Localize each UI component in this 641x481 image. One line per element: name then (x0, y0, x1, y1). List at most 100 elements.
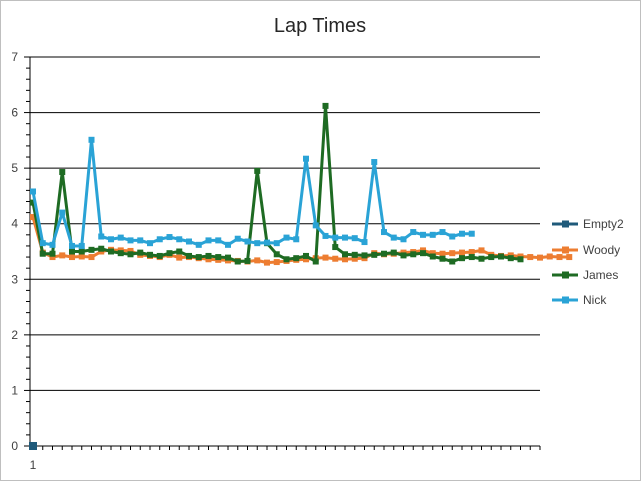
data-point-nick (303, 155, 309, 162)
data-point-nick (264, 239, 270, 246)
data-point-woody (30, 214, 36, 221)
data-point-woody (478, 247, 485, 254)
data-point-james (166, 250, 173, 257)
y-tick-label: 6 (11, 106, 18, 120)
chart-title: Lap Times (274, 15, 366, 37)
data-point-james (410, 251, 417, 258)
data-point-nick (98, 233, 105, 240)
data-point-woody (127, 247, 134, 254)
data-point-nick (371, 159, 378, 166)
data-point-james (400, 252, 407, 259)
data-point-james (186, 252, 192, 259)
data-point-james (293, 255, 300, 262)
legend-swatch-marker (562, 296, 569, 304)
data-point-james (429, 253, 436, 260)
data-point-james (244, 257, 251, 264)
data-point-james (108, 248, 114, 255)
data-point-woody (342, 256, 348, 263)
data-point-nick (312, 222, 319, 229)
legend-item-empty2: Empty2 (552, 217, 624, 231)
data-point-nick (351, 235, 358, 242)
data-point-james (69, 248, 75, 255)
data-point-nick (400, 236, 407, 243)
data-point-nick (410, 229, 417, 236)
data-point-james (459, 255, 465, 262)
data-point-nick (166, 234, 173, 241)
data-point-james (30, 199, 36, 206)
y-tick-label: 1 (11, 383, 18, 397)
data-point-nick (215, 237, 222, 244)
legend-item-james: James (552, 268, 618, 282)
legend-label: Nick (583, 293, 607, 307)
data-point-nick (205, 237, 212, 244)
data-point-james (283, 256, 290, 263)
data-point-james (371, 251, 378, 258)
data-point-nick (108, 236, 114, 243)
data-point-james (361, 252, 368, 259)
data-point-nick (117, 234, 124, 241)
data-point-nick (273, 240, 280, 247)
series-james (30, 102, 524, 265)
series-group (29, 102, 573, 450)
legend-label: Empty2 (583, 217, 624, 231)
data-point-woody (439, 250, 446, 257)
data-point-james (205, 252, 212, 259)
data-point-nick (361, 239, 368, 246)
data-point-nick (186, 238, 192, 245)
data-point-nick (459, 230, 465, 237)
data-point-woody (88, 254, 95, 261)
data-point-nick (59, 209, 66, 216)
data-point-nick (449, 233, 456, 240)
data-point-james (127, 251, 134, 258)
data-point-woody (273, 259, 280, 266)
data-point-james (351, 251, 358, 258)
data-point-james (517, 256, 524, 263)
data-point-james (49, 250, 56, 257)
data-point-woody (78, 253, 85, 260)
data-point-nick (88, 136, 95, 143)
data-point-nick (147, 240, 153, 247)
legend-item-nick: Nick (552, 293, 607, 307)
data-point-james (273, 251, 280, 258)
data-point-james (195, 254, 202, 261)
data-point-nick (69, 242, 75, 249)
data-point-james (420, 250, 426, 257)
data-point-nick (244, 238, 251, 245)
data-point-nick (176, 236, 183, 243)
data-point-james (342, 251, 348, 258)
data-point-woody (468, 249, 475, 256)
legend-swatch-marker (562, 220, 569, 228)
data-point-james (254, 167, 261, 174)
data-point-woody (429, 250, 436, 257)
data-point-james (88, 246, 95, 253)
x-tick-label: 1 (30, 458, 37, 472)
data-point-james (137, 249, 144, 256)
data-point-nick (420, 231, 426, 238)
series-empty2 (29, 442, 37, 450)
data-point-nick (78, 242, 85, 249)
data-point-nick (439, 229, 446, 236)
data-point-james (225, 254, 231, 261)
data-point-nick (225, 241, 231, 248)
data-point-james (332, 244, 339, 251)
data-point-james (156, 252, 163, 259)
data-point-woody (332, 255, 339, 262)
data-point-james (98, 245, 105, 252)
data-point-woody (537, 254, 543, 261)
data-point-woody (566, 254, 573, 261)
data-point-nick (127, 237, 134, 244)
legend-swatch-marker (562, 271, 569, 279)
legend: Empty2 Woody James Nick (552, 217, 624, 307)
data-point-james (488, 254, 495, 261)
y-tick-label: 4 (11, 217, 18, 231)
data-point-nick (254, 240, 261, 247)
data-point-nick (468, 230, 475, 237)
data-point-james (59, 169, 66, 176)
data-point-james (381, 250, 387, 257)
data-point-nick (156, 236, 163, 243)
data-point-nick (381, 229, 387, 236)
data-point-woody (254, 257, 261, 264)
data-point-nick (342, 234, 348, 241)
data-point-woody (264, 259, 270, 266)
x-axis: 1 (30, 445, 541, 472)
